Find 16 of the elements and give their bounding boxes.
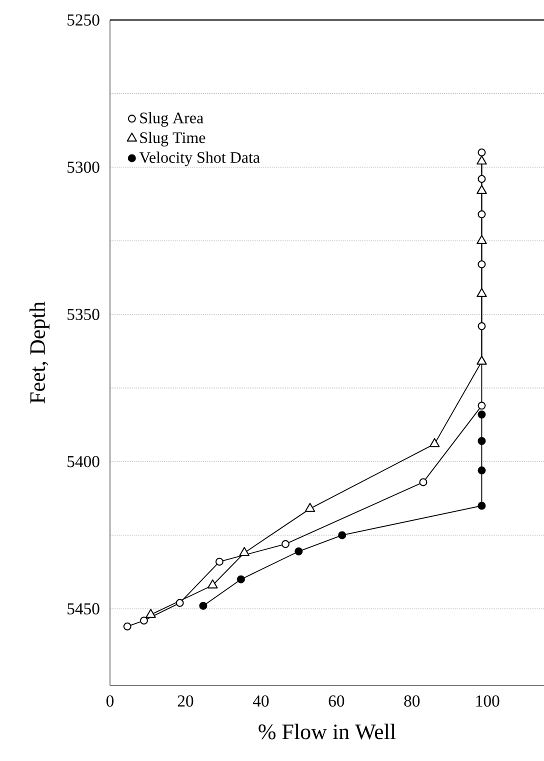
y-tick-label: 5300 [68,162,100,173]
legend-label: Velocity Shot Data [139,152,260,166]
y-tick-label: 5250 [68,14,100,26]
y-tick-label: 5400 [68,456,100,468]
legend-label: Slug Area [140,112,204,127]
y-axis-title: Feet, Depth [30,302,50,404]
y-tick-label: 5450 [68,603,100,614]
x-tick-label: 80 [404,695,420,707]
y-tick-label: 5350 [68,308,100,320]
x-tick-label: 20 [178,695,194,707]
x-axis-title: % Flow in Well [258,724,396,740]
legend-label: Slug Time [140,132,206,146]
x-tick-label: 60 [328,695,344,707]
x-tick-label: 100 [476,695,500,707]
x-tick-label: 40 [252,695,269,707]
x-tick-label: 0 [106,695,114,707]
